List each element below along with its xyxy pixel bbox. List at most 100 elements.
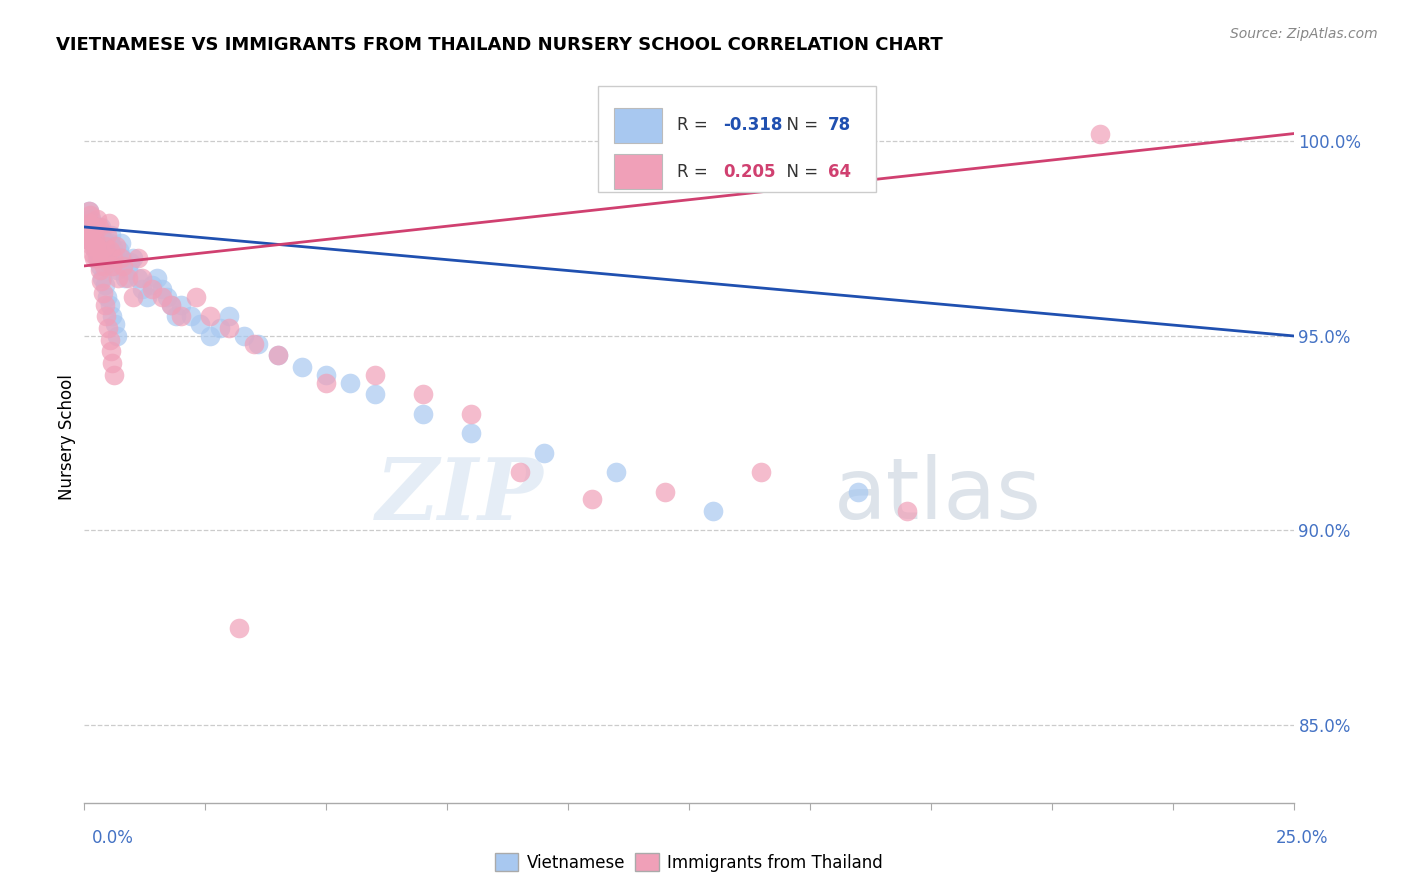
Point [165,310,187,324]
Point [150,282,173,296]
Point [101,310,124,324]
Point [82,224,104,238]
Text: 25.0%: 25.0% [1277,829,1329,847]
Point [93,239,115,253]
Point [96,227,118,242]
Point [77,219,100,234]
Point [120,255,142,269]
Point [751,465,773,479]
Point [228,621,250,635]
Point [100,344,122,359]
Text: -0.318: -0.318 [723,117,782,135]
Point [112,259,135,273]
Point [160,298,183,312]
Point [86,244,108,258]
Point [91,286,114,301]
Text: 64: 64 [828,162,851,180]
Point [84,219,107,234]
Y-axis label: Nursery School: Nursery School [58,374,76,500]
Point [89,262,111,277]
Point [93,298,115,312]
Point [150,290,173,304]
Point [90,219,112,234]
Point [170,298,193,312]
Point [79,216,101,230]
Point [98,244,121,258]
Point [87,219,110,234]
Point [267,348,290,362]
Point [76,232,98,246]
Point [90,275,112,289]
Point [107,270,129,285]
Point [77,216,100,230]
Point [105,262,128,277]
Point [605,465,627,479]
Point [198,310,221,324]
Point [103,368,125,382]
Point [86,251,108,265]
Point [121,290,143,304]
Point [79,227,101,242]
FancyBboxPatch shape [599,86,876,192]
Point [89,227,111,242]
Point [104,318,127,332]
Point [89,259,111,273]
Point [87,235,110,250]
Point [581,492,603,507]
Point [77,204,100,219]
Point [117,262,139,277]
Point [97,321,120,335]
Point [84,244,107,258]
Point [114,270,136,285]
Point [104,251,127,265]
Point [242,336,264,351]
Point [101,356,124,370]
Point [121,251,143,265]
Text: Source: ZipAtlas.com: Source: ZipAtlas.com [1230,27,1378,41]
Point [96,290,118,304]
Point [180,310,202,324]
Point [412,387,434,401]
Point [79,212,101,227]
Point [94,278,117,293]
Point [82,247,104,261]
Point [110,235,132,250]
Point [94,251,117,265]
Point [108,244,131,258]
Point [127,251,149,265]
Point [94,310,117,324]
Text: R =: R = [676,117,713,135]
Point [267,348,290,362]
Point [110,251,132,265]
Text: N =: N = [776,162,824,180]
Point [100,227,122,242]
Point [131,282,153,296]
Point [101,239,124,253]
Point [218,310,240,324]
Point [103,251,125,265]
Point [460,407,482,421]
Point [97,216,120,230]
Text: VIETNAMESE VS IMMIGRANTS FROM THAILAND NURSERY SCHOOL CORRELATION CHART: VIETNAMESE VS IMMIGRANTS FROM THAILAND N… [56,36,943,54]
Point [111,251,134,265]
Point [80,227,103,242]
Point [82,224,104,238]
Point [509,465,531,479]
Point [79,208,101,222]
Point [91,251,114,265]
Point [127,270,149,285]
Point [315,368,337,382]
Point [198,329,221,343]
Point [170,310,193,324]
Point [218,321,240,335]
Point [77,219,100,234]
Point [363,368,385,382]
Point [87,251,110,265]
Point [412,407,434,421]
Text: 0.0%: 0.0% [91,829,134,847]
Point [363,387,385,401]
Point [77,204,100,219]
Point [98,298,121,312]
Point [460,426,482,441]
FancyBboxPatch shape [614,154,662,189]
